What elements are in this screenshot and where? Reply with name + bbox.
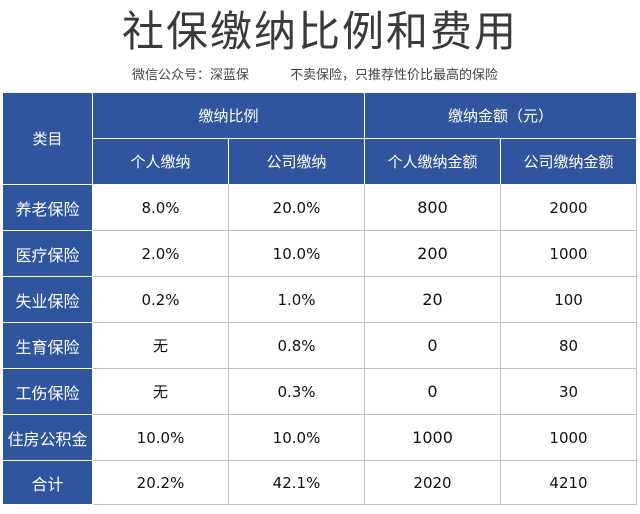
header-personal-amount: 个人缴纳金额 [364, 138, 502, 185]
personal-amount-cell: 800 [364, 184, 502, 231]
company-ratio-cell: 1.0% [227, 276, 366, 323]
table-header-row-1: 类目 缴纳比例 缴纳金额（元） [2, 92, 638, 185]
company-amount-cell: 80 [500, 322, 638, 369]
table-row: 住房公积金 10.0% 10.0% 1000 1000 [2, 414, 638, 461]
table-row: 养老保险 8.0% 20.0% 800 2000 [2, 184, 638, 231]
company-ratio-cell: 20.0% [227, 184, 366, 231]
subtitle-slogan: 不卖保险，只推荐性价比最高的保险 [290, 68, 499, 83]
row-category: 生育保险 [2, 322, 93, 369]
row-category: 住房公积金 [2, 414, 93, 461]
company-amount-cell: 1000 [500, 230, 638, 277]
company-ratio-cell: 0.3% [227, 368, 366, 415]
table-header-row-2: 个人缴纳 公司缴纳 个人缴纳金额 公司缴纳金额 [3, 138, 638, 185]
row-category: 工伤保险 [2, 368, 93, 415]
subtitle: 微信公众号：深蓝保 不卖保险，只推荐性价比最高的保险 [0, 66, 640, 86]
header-group-amount: 缴纳金额（元） [364, 92, 638, 139]
personal-amount-cell: 20 [364, 276, 502, 323]
header-group-ratio: 缴纳比例 [91, 92, 366, 139]
company-amount-cell: 100 [500, 276, 638, 323]
header-company-amount: 公司缴纳金额 [500, 138, 638, 185]
subtitle-source: 微信公众号：深蓝保 [132, 68, 250, 83]
company-amount-cell: 30 [500, 368, 638, 415]
table-row: 医疗保险 2.0% 10.0% 200 1000 [2, 230, 638, 277]
personal-ratio-cell: 2.0% [92, 230, 229, 277]
table-row: 生育保险 无 0.8% 0 80 [2, 322, 638, 369]
total-personal-ratio: 20.2% [92, 460, 229, 505]
personal-amount-cell: 200 [364, 230, 502, 277]
personal-ratio-cell: 10.0% [92, 414, 229, 461]
personal-amount-cell: 0 [364, 368, 502, 415]
header-personal-ratio: 个人缴纳 [92, 138, 229, 185]
company-ratio-cell: 10.0% [227, 414, 366, 461]
personal-amount-cell: 1000 [364, 414, 502, 461]
total-company-amount: 4210 [500, 460, 638, 505]
personal-ratio-cell: 无 [92, 322, 229, 369]
table-row: 失业保险 0.2% 1.0% 20 100 [2, 276, 638, 323]
page-title: 社保缴纳比例和费用 [121, 7, 518, 56]
row-category: 养老保险 [2, 184, 93, 231]
personal-ratio-cell: 无 [92, 368, 229, 415]
row-category: 失业保险 [2, 276, 93, 323]
company-amount-cell: 1000 [500, 414, 638, 461]
total-category: 合计 [2, 460, 93, 505]
personal-ratio-cell: 8.0% [92, 184, 229, 231]
table-total-row: 合计 20.2% 42.1% 2020 4210 [2, 460, 638, 505]
company-ratio-cell: 10.0% [227, 230, 366, 277]
total-company-ratio: 42.1% [227, 460, 366, 505]
header-category: 类目 [2, 92, 93, 185]
social-insurance-table: 类目 缴纳比例 缴纳金额（元） 个人缴纳 公司缴纳 个人缴纳金额 公司缴纳金额 … [2, 92, 638, 505]
header-company-ratio: 公司缴纳 [227, 138, 366, 185]
total-personal-amount: 2020 [364, 460, 502, 505]
company-amount-cell: 2000 [500, 184, 638, 231]
personal-amount-cell: 0 [364, 322, 502, 369]
personal-ratio-cell: 0.2% [92, 276, 229, 323]
company-ratio-cell: 0.8% [227, 322, 366, 369]
table-row: 工伤保险 无 0.3% 0 30 [2, 368, 638, 415]
row-category: 医疗保险 [2, 230, 93, 277]
